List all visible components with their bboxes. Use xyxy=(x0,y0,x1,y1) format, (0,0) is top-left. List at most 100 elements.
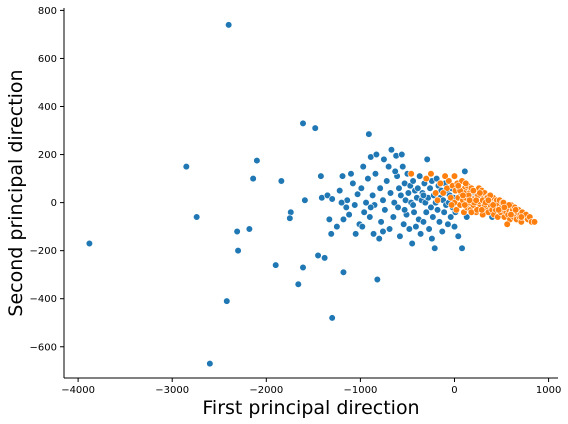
scatter-point xyxy=(345,211,353,219)
scatter-point xyxy=(323,191,332,200)
plot-area xyxy=(85,21,539,368)
scatter-point xyxy=(286,214,294,222)
x-axis-title: First principal direction xyxy=(202,397,419,419)
y-ticks: −600 −400 −200 0 200 400 600 800 xyxy=(30,6,64,353)
scatter-point xyxy=(461,167,469,175)
scatter-point xyxy=(381,206,389,214)
scatter-point xyxy=(349,179,357,187)
scatter-point xyxy=(376,184,384,192)
x-tick-label: 1000 xyxy=(536,385,561,396)
scatter-point xyxy=(390,199,398,207)
scatter-point xyxy=(440,208,448,216)
y-tick-label: 0 xyxy=(51,198,57,209)
scatter-point xyxy=(414,184,422,192)
y-tick-label: 200 xyxy=(38,150,57,161)
scatter-point xyxy=(476,189,484,197)
scatter-point xyxy=(419,218,428,226)
scatter-point xyxy=(328,314,336,322)
scatter-point xyxy=(400,220,408,228)
scatter-point xyxy=(404,189,412,197)
y-tick-label: −400 xyxy=(30,294,57,305)
y-tick-label: 600 xyxy=(38,54,57,65)
scatter-point xyxy=(454,182,462,190)
scatter-point xyxy=(433,206,442,214)
x-tick-label: −4000 xyxy=(61,385,95,396)
scatter-point xyxy=(450,223,459,231)
scatter-point xyxy=(472,196,480,204)
x-tick-label: −2000 xyxy=(249,385,283,396)
scatter-point xyxy=(373,275,381,284)
scatter-point xyxy=(321,254,329,262)
scatter-point xyxy=(386,189,395,197)
scatter-point xyxy=(412,223,420,231)
scatter-point xyxy=(422,208,430,216)
scatter-point xyxy=(277,177,285,185)
scatter-point xyxy=(353,190,362,198)
y-tick-label: −200 xyxy=(30,246,57,257)
scatter-point xyxy=(223,297,231,305)
scatter-point xyxy=(85,239,94,248)
scatter-point xyxy=(234,247,242,255)
scatter-point xyxy=(410,208,418,216)
scatter-point xyxy=(182,162,190,171)
scatter-point xyxy=(357,184,365,192)
scatter-point xyxy=(342,203,350,212)
scatter-point xyxy=(325,215,333,224)
y-tick-label: 800 xyxy=(38,6,57,17)
scatter-point xyxy=(450,172,459,180)
scatter-point xyxy=(379,196,387,204)
scatter-point xyxy=(507,211,515,219)
scatter-point xyxy=(377,218,385,226)
scatter-point xyxy=(408,239,416,248)
scatter-point xyxy=(287,208,295,216)
scatter-point xyxy=(301,196,309,204)
scatter-point xyxy=(432,189,440,197)
scatter-point xyxy=(436,179,444,187)
scatter-point xyxy=(397,191,405,200)
scatter-point xyxy=(333,223,341,231)
scatter-point xyxy=(469,186,477,195)
scatter-point xyxy=(484,196,492,204)
scatter-point xyxy=(435,218,444,226)
scatter-point xyxy=(444,220,452,228)
scatter-point xyxy=(398,150,406,159)
scatter-point xyxy=(426,184,434,192)
scatter-point xyxy=(206,359,214,368)
scatter-point xyxy=(225,21,233,29)
scatter-point xyxy=(359,162,367,171)
scatter-point xyxy=(459,191,467,200)
scatter-point xyxy=(367,203,375,212)
scatter-point xyxy=(245,225,253,233)
scatter-point xyxy=(369,230,378,238)
scatter-point xyxy=(395,184,403,192)
scatter-point xyxy=(314,251,322,260)
scatter-point xyxy=(362,199,370,207)
scatter-point xyxy=(272,261,280,269)
x-ticks: −4000 −3000 −2000 −1000 0 1000 xyxy=(61,378,561,396)
x-tick-label: 0 xyxy=(451,385,457,396)
scatter-point xyxy=(448,201,456,209)
scatter-point xyxy=(452,206,460,214)
scatter-point xyxy=(385,162,393,171)
scatter-point xyxy=(458,244,466,252)
scatter-point xyxy=(336,186,344,195)
scatter-point xyxy=(339,215,348,224)
scatter-point xyxy=(417,230,425,238)
scatter-point xyxy=(419,191,428,200)
scatter-point xyxy=(369,191,377,200)
scatter-point xyxy=(478,206,486,214)
scatter-point xyxy=(503,220,511,228)
scatter-point xyxy=(407,170,415,178)
scatter-point xyxy=(253,156,261,165)
scatter-point xyxy=(512,206,520,214)
scatter-point xyxy=(391,167,399,175)
scatter-point xyxy=(389,213,397,221)
scatter-point xyxy=(433,196,442,204)
scatter-point xyxy=(425,225,433,233)
scatter-point xyxy=(433,174,441,183)
scatter-point xyxy=(365,130,373,138)
scatter-point xyxy=(327,230,335,238)
y-tick-label: 400 xyxy=(38,102,57,113)
scatter-point xyxy=(380,155,388,163)
